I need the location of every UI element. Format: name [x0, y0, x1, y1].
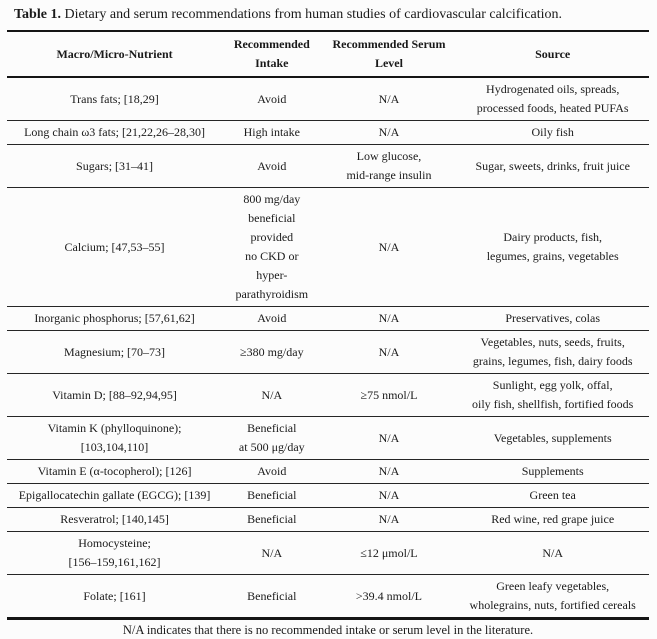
nutrient-cell: Vitamin D; [88–92,94,95]	[52, 387, 177, 402]
source-cell: Vegetables, supplements	[493, 430, 612, 445]
serum-cell: N/A	[378, 488, 400, 502]
source-cell: Sugar, sweets, drinks, fruit juice	[475, 158, 630, 173]
table-caption: Table 1. Dietary and serum recommendatio…	[0, 5, 657, 30]
recommendations-table: Macro/Micro-Nutrient Recommended Intake …	[7, 30, 649, 620]
nutrient-cell: Vitamin K (phylloquinone); [103,104,110]	[47, 421, 182, 454]
intake-cell: Beneficial	[247, 512, 297, 526]
table-body: Trans fats; [18,29] Avoid N/A Hydrogenat…	[7, 77, 649, 619]
nutrient-cell: Vitamin E (α-tocopherol); [126]	[37, 464, 192, 478]
intake-cell: High intake	[243, 125, 300, 139]
nutrient-cell: Magnesium; [70–73]	[64, 344, 166, 359]
intake-cell: Avoid	[257, 464, 287, 478]
header-row: Macro/Micro-Nutrient Recommended Intake …	[7, 31, 649, 77]
header-source: Source	[535, 46, 571, 61]
nutrient-cell: Trans fats; [18,29]	[70, 91, 159, 106]
serum-cell: N/A	[378, 430, 400, 445]
table-row: Folate; [161] Beneficial >39.4 nmol/L Gr…	[7, 575, 649, 619]
source-cell: Hydrogenated oils, spreads, processed fo…	[476, 82, 629, 115]
serum-cell: N/A	[378, 239, 400, 254]
table-row: Vitamin E (α-tocopherol); [126] Avoid N/…	[7, 460, 649, 484]
table-row: Vitamin K (phylloquinone); [103,104,110]…	[7, 417, 649, 460]
table-row: Calcium; [47,53–55] 800 mg/day beneficia…	[7, 188, 649, 307]
intake-cell: 800 mg/day beneficial provided no CKD or…	[235, 192, 309, 301]
table-row: Homocysteine; [156–159,161,162] N/A ≤12 …	[7, 532, 649, 575]
source-cell: Green tea	[529, 488, 576, 502]
table-row: Long chain ω3 fats; [21,22,26–28,30] Hig…	[7, 121, 649, 145]
document-page: Table 1. Dietary and serum recommendatio…	[0, 5, 657, 637]
intake-cell: ≥380 mg/day	[240, 344, 304, 359]
source-cell: Vegetables, nuts, seeds, fruits, grains,…	[472, 335, 633, 368]
source-cell: Dairy products, fish, legumes, grains, v…	[486, 230, 619, 263]
table-caption-text: Dietary and serum recommendations from h…	[64, 7, 563, 22]
intake-cell: N/A	[261, 387, 283, 402]
intake-cell: Beneficial at 500 μg/day	[238, 421, 305, 454]
source-cell: Green leafy vegetables, wholegrains, nut…	[469, 579, 636, 612]
table-header: Macro/Micro-Nutrient Recommended Intake …	[7, 31, 649, 77]
serum-cell: ≤12 μmol/L	[360, 545, 418, 560]
serum-cell: N/A	[378, 512, 400, 526]
nutrient-cell: Long chain ω3 fats; [21,22,26–28,30]	[24, 125, 205, 139]
source-cell: Supplements	[521, 464, 584, 478]
nutrient-cell: Calcium; [47,53–55]	[64, 239, 165, 254]
source-cell: N/A	[542, 545, 564, 560]
table-row: Sugars; [31–41] Avoid Low glucose, mid-r…	[7, 145, 649, 188]
source-cell: Preservatives, colas	[505, 311, 600, 325]
intake-cell: Avoid	[257, 311, 287, 325]
serum-cell: ≥75 nmol/L	[360, 387, 418, 402]
source-cell: Sunlight, egg yolk, offal, oily fish, sh…	[472, 378, 634, 411]
intake-cell: Avoid	[257, 158, 287, 173]
nutrient-cell: Sugars; [31–41]	[76, 158, 154, 173]
table-row: Vitamin D; [88–92,94,95] N/A ≥75 nmol/L …	[7, 374, 649, 417]
table-footnote: N/A indicates that there is no recommend…	[122, 623, 534, 637]
table-row: Epigallocatechin gallate (EGCG); [139] B…	[7, 484, 649, 508]
serum-cell: N/A	[378, 344, 400, 359]
serum-cell: Low glucose, mid-range insulin	[346, 149, 432, 182]
source-cell: Red wine, red grape juice	[491, 512, 615, 526]
table-row: Trans fats; [18,29] Avoid N/A Hydrogenat…	[7, 77, 649, 121]
intake-cell: Beneficial	[247, 588, 297, 603]
table-caption-label: Table 1.	[14, 7, 61, 22]
nutrient-cell: Resveratrol; [140,145]	[60, 512, 169, 526]
serum-cell: N/A	[378, 125, 400, 139]
nutrient-cell: Inorganic phosphorus; [57,61,62]	[34, 311, 195, 325]
header-serum: Recommended Serum Level	[332, 37, 446, 70]
header-intake: Recommended Intake	[233, 37, 310, 70]
table-row: Magnesium; [70–73] ≥380 mg/day N/A Veget…	[7, 331, 649, 374]
intake-cell: Avoid	[257, 91, 287, 106]
serum-cell: N/A	[378, 464, 400, 478]
table-row: Inorganic phosphorus; [57,61,62] Avoid N…	[7, 307, 649, 331]
intake-cell: N/A	[261, 545, 283, 560]
table-row: Resveratrol; [140,145] Beneficial N/A Re…	[7, 508, 649, 532]
nutrient-cell: Homocysteine; [156–159,161,162]	[68, 536, 161, 569]
nutrient-cell: Folate; [161]	[83, 588, 146, 603]
serum-cell: >39.4 nmol/L	[355, 588, 423, 603]
source-cell: Oily fish	[531, 125, 574, 139]
header-nutrient: Macro/Micro-Nutrient	[56, 46, 173, 61]
serum-cell: N/A	[378, 91, 400, 106]
nutrient-cell: Epigallocatechin gallate (EGCG); [139]	[18, 488, 211, 502]
serum-cell: N/A	[378, 311, 400, 325]
intake-cell: Beneficial	[247, 488, 297, 502]
